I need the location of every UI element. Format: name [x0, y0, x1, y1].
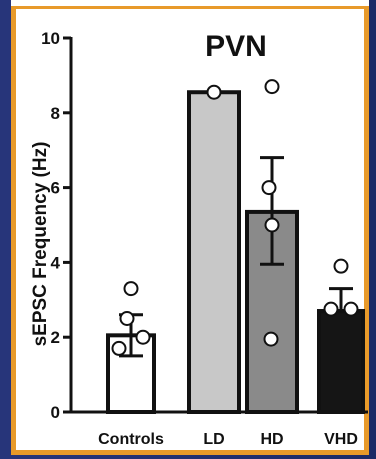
y-tick-label: 4: [51, 253, 61, 272]
x-category-label: HD: [260, 431, 283, 448]
data-point: [261, 180, 277, 196]
x-category-label: Controls: [98, 431, 164, 448]
data-point: [111, 340, 127, 356]
panel-top-strip: [11, 0, 369, 6]
data-point: [333, 258, 349, 274]
data-point: [135, 329, 151, 345]
data-point: [119, 311, 135, 326]
y-tick-label: 10: [41, 29, 60, 48]
bar-ld: [187, 90, 241, 414]
data-point: [323, 301, 339, 317]
x-category-label: LD: [203, 431, 224, 448]
chart-title: PVN: [205, 30, 267, 63]
y-tick-label: 6: [51, 179, 60, 198]
data-point: [264, 79, 280, 95]
y-axis-label: sEPSC Frequency (Hz): [30, 142, 51, 347]
y-tick-label: 0: [51, 403, 60, 422]
data-point: [263, 331, 279, 347]
data-point: [343, 301, 359, 317]
y-tick-label: 2: [51, 328, 60, 347]
data-point: [264, 217, 280, 233]
y-tick-label: 8: [51, 104, 60, 123]
plot-area: 0 2 4 6 8 10 Controls LD HD VHD: [41, 29, 368, 448]
bar-vhd: [317, 309, 365, 414]
x-category-label: VHD: [324, 431, 358, 448]
data-point: [123, 281, 139, 297]
data-point: [206, 84, 222, 100]
